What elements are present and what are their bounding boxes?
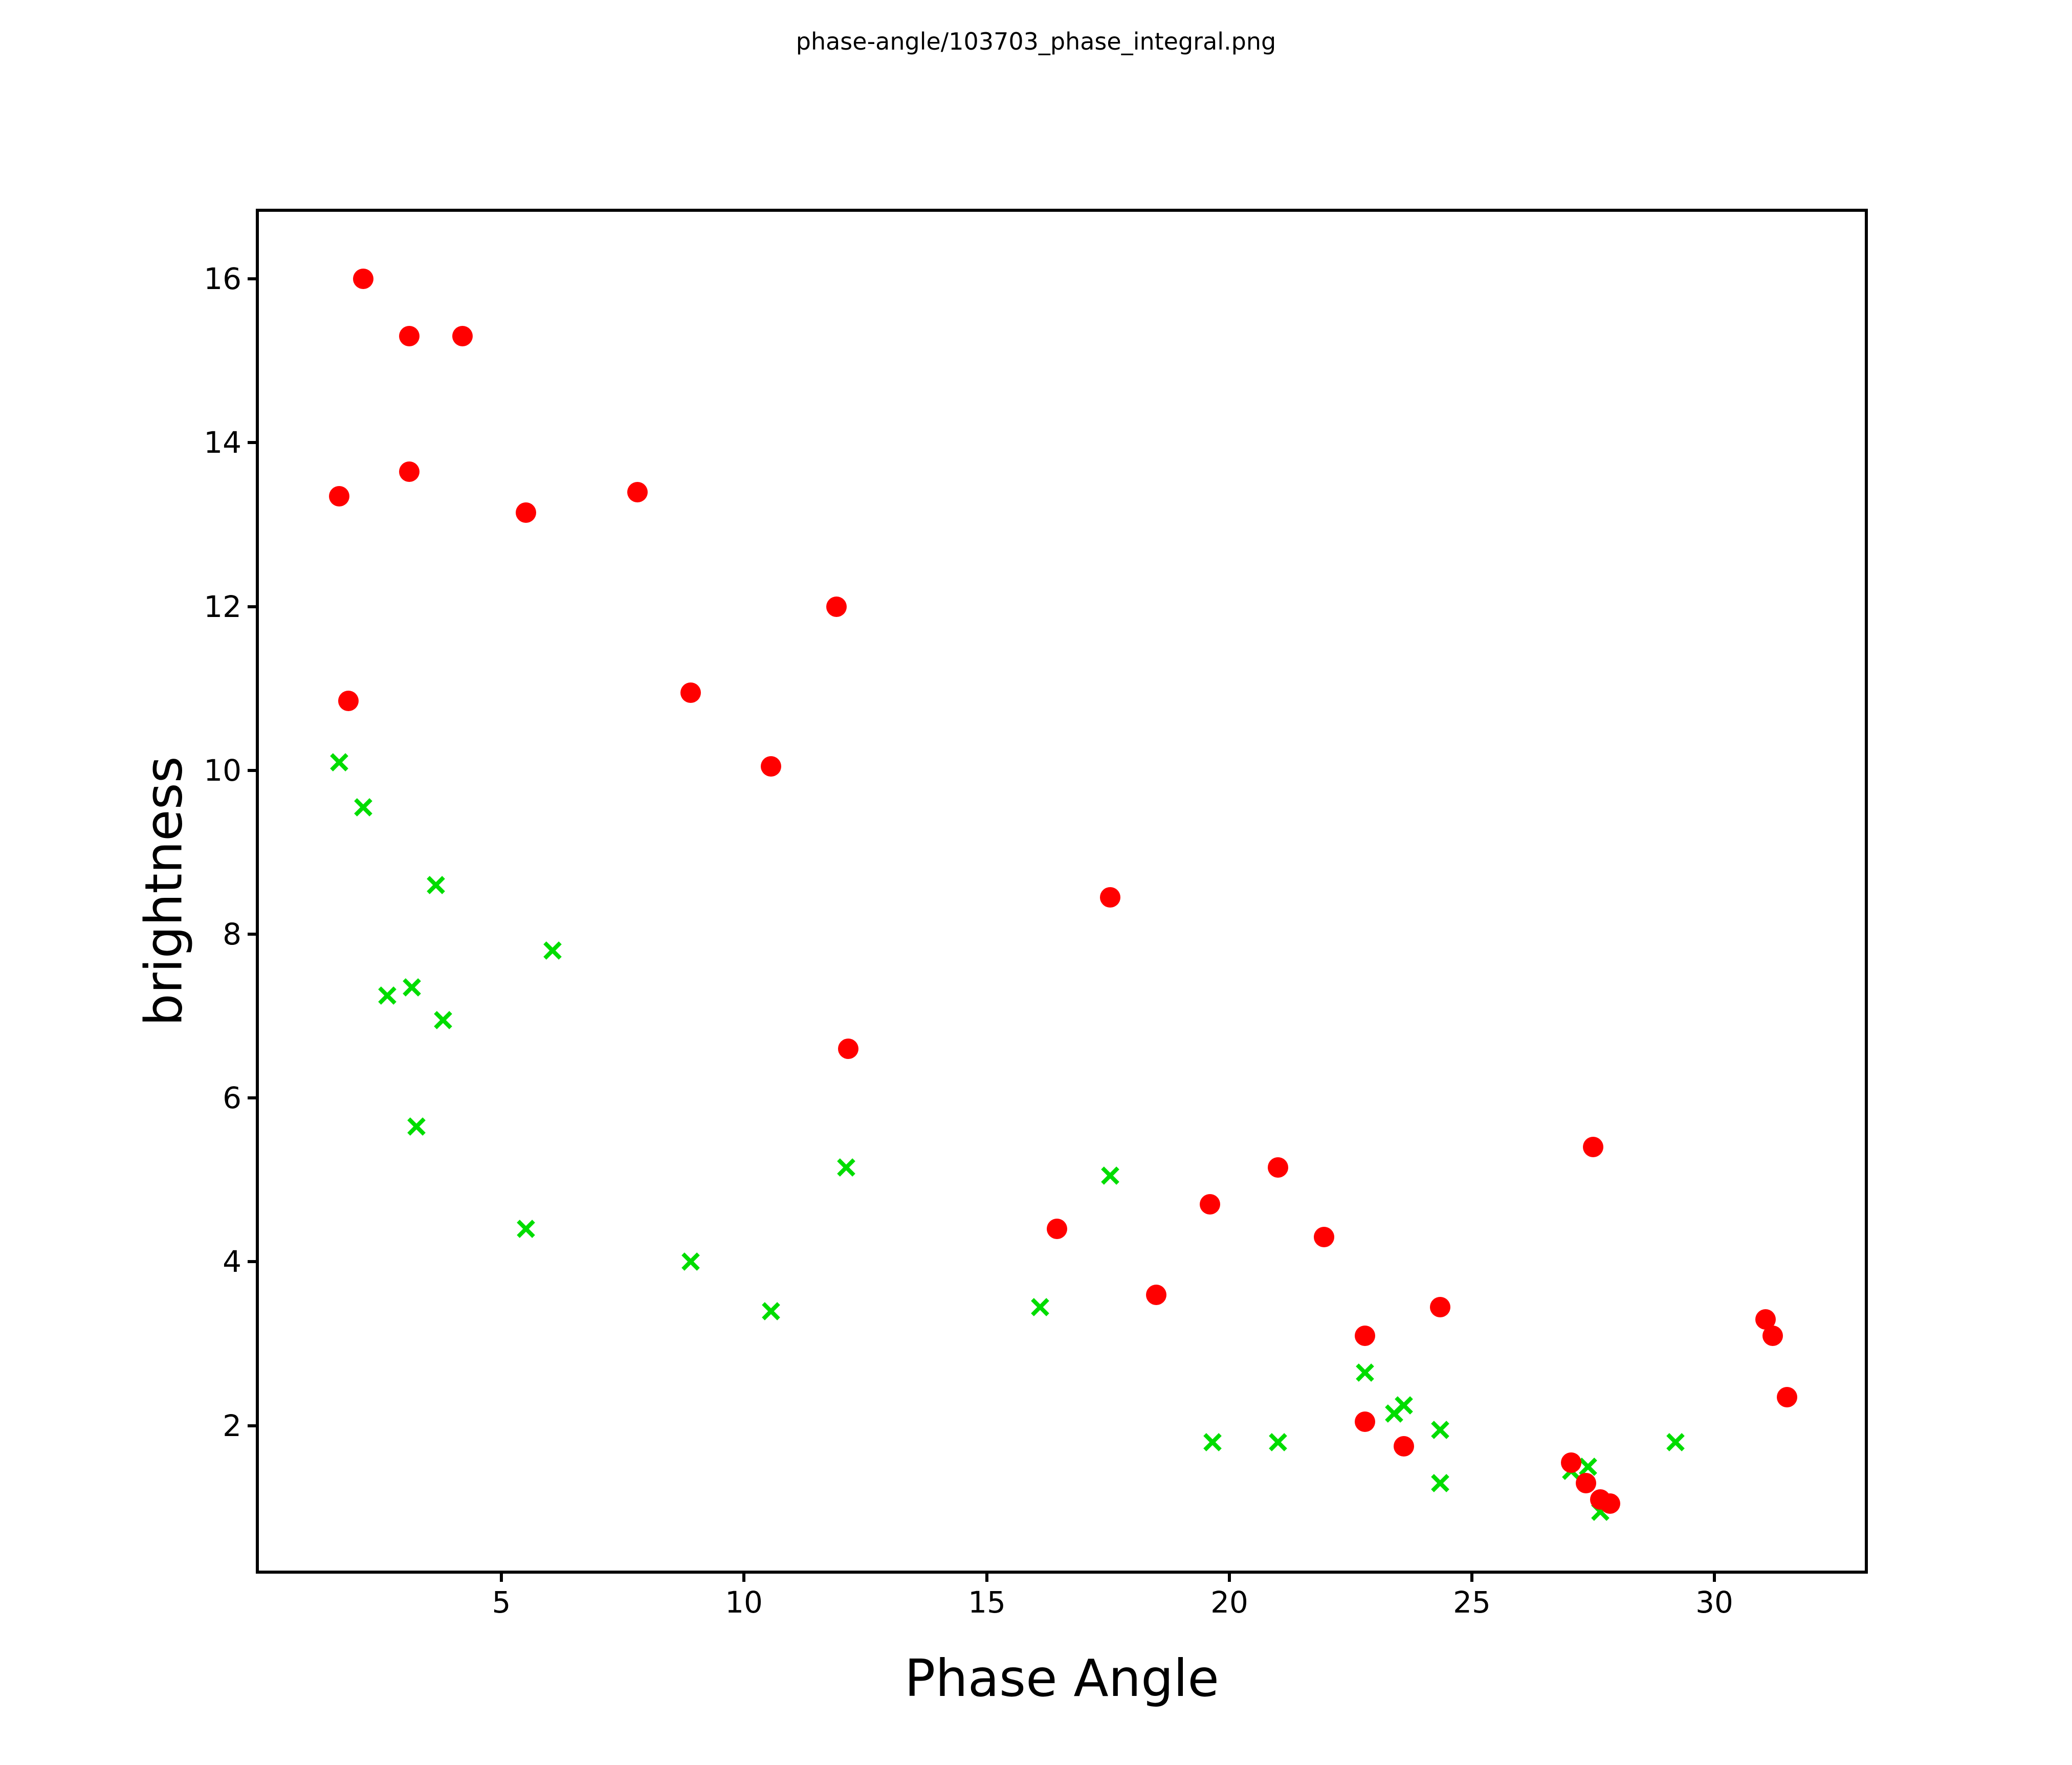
y-tick-label: 6 xyxy=(223,1080,241,1115)
scatter-point-green-crosses xyxy=(1395,1396,1413,1415)
scatter-point-red-circles xyxy=(1313,1227,1334,1248)
chart-title: phase-angle/103703_phase_integral.png xyxy=(796,28,1276,55)
scatter-point-green-crosses xyxy=(407,1117,426,1136)
scatter-point-red-circles xyxy=(352,269,373,290)
scatter-point-red-circles xyxy=(1100,887,1121,908)
scatter-point-green-crosses xyxy=(1431,1473,1450,1492)
y-axis-label: brightness xyxy=(134,756,194,1026)
scatter-point-green-crosses xyxy=(1431,1420,1450,1439)
scatter-point-green-crosses xyxy=(434,1011,453,1030)
x-tick-label: 10 xyxy=(725,1585,763,1620)
x-tick xyxy=(500,1574,503,1582)
scatter-point-red-circles xyxy=(328,486,349,506)
scatter-point-red-circles xyxy=(1430,1296,1451,1317)
y-tick xyxy=(248,441,256,444)
plot-area xyxy=(256,209,1868,1574)
scatter-point-green-crosses xyxy=(378,986,397,1005)
scatter-point-green-crosses xyxy=(1101,1166,1120,1185)
scatter-point-green-crosses xyxy=(543,941,562,960)
y-tick xyxy=(248,1424,256,1427)
scatter-point-green-crosses xyxy=(402,978,421,997)
scatter-point-green-crosses xyxy=(1356,1363,1375,1382)
y-tick xyxy=(248,1260,256,1263)
scatter-point-green-crosses xyxy=(427,876,445,894)
y-tick-label: 16 xyxy=(204,261,241,296)
x-tick-label: 5 xyxy=(492,1585,511,1620)
scatter-point-green-crosses xyxy=(681,1252,700,1271)
scatter-point-red-circles xyxy=(1394,1436,1415,1457)
scatter-point-red-circles xyxy=(1047,1219,1067,1240)
scatter-point-red-circles xyxy=(1355,1325,1376,1346)
scatter-point-green-crosses xyxy=(1666,1432,1685,1451)
scatter-point-red-circles xyxy=(1575,1472,1596,1493)
scatter-point-green-crosses xyxy=(1579,1457,1598,1476)
scatter-point-green-crosses xyxy=(1030,1297,1049,1316)
y-tick-label: 4 xyxy=(223,1244,241,1279)
y-tick xyxy=(248,769,256,772)
scatter-point-red-circles xyxy=(826,596,847,617)
y-tick-label: 14 xyxy=(204,425,241,460)
scatter-point-red-circles xyxy=(1777,1386,1798,1407)
x-tick-label: 30 xyxy=(1695,1585,1733,1620)
scatter-point-green-crosses xyxy=(516,1220,535,1239)
x-tick-label: 25 xyxy=(1453,1585,1491,1620)
scatter-point-red-circles xyxy=(338,690,359,711)
y-tick-label: 10 xyxy=(204,753,241,788)
y-tick xyxy=(248,1096,256,1099)
scatter-point-red-circles xyxy=(1146,1284,1167,1305)
x-axis-label: Phase Angle xyxy=(905,1648,1219,1708)
scatter-point-red-circles xyxy=(1762,1325,1783,1346)
scatter-point-green-crosses xyxy=(1203,1432,1222,1451)
scatter-point-red-circles xyxy=(1355,1411,1376,1432)
plot-area-inner xyxy=(259,212,1865,1571)
x-tick-label: 20 xyxy=(1210,1585,1248,1620)
scatter-point-red-circles xyxy=(399,326,420,347)
scatter-point-red-circles xyxy=(1561,1452,1582,1473)
y-tick xyxy=(248,605,256,608)
y-tick xyxy=(248,277,256,280)
scatter-point-red-circles xyxy=(399,461,420,482)
x-tick xyxy=(1228,1574,1231,1582)
scatter-point-red-circles xyxy=(1199,1194,1220,1215)
scatter-point-green-crosses xyxy=(836,1158,855,1177)
scatter-point-red-circles xyxy=(515,502,536,523)
y-tick-label: 2 xyxy=(223,1408,241,1443)
x-tick xyxy=(1470,1574,1473,1582)
y-tick-label: 12 xyxy=(204,589,241,624)
scatter-point-red-circles xyxy=(627,481,648,502)
scatter-point-green-crosses xyxy=(1268,1432,1287,1451)
scatter-point-green-crosses xyxy=(329,753,348,771)
scatter-point-red-circles xyxy=(680,682,701,703)
x-tick xyxy=(1713,1574,1716,1582)
scatter-point-red-circles xyxy=(1600,1493,1621,1514)
scatter-point-red-circles xyxy=(838,1039,859,1060)
x-tick-label: 15 xyxy=(968,1585,1006,1620)
scatter-point-green-crosses xyxy=(761,1301,780,1320)
scatter-point-red-circles xyxy=(1582,1137,1603,1158)
y-tick xyxy=(248,933,256,936)
scatter-point-red-circles xyxy=(1267,1157,1288,1178)
scatter-point-green-crosses xyxy=(354,798,372,817)
scatter-point-red-circles xyxy=(452,326,473,347)
scatter-point-red-circles xyxy=(760,756,781,777)
x-tick xyxy=(742,1574,745,1582)
x-tick xyxy=(985,1574,988,1582)
y-tick-label: 8 xyxy=(223,917,241,952)
